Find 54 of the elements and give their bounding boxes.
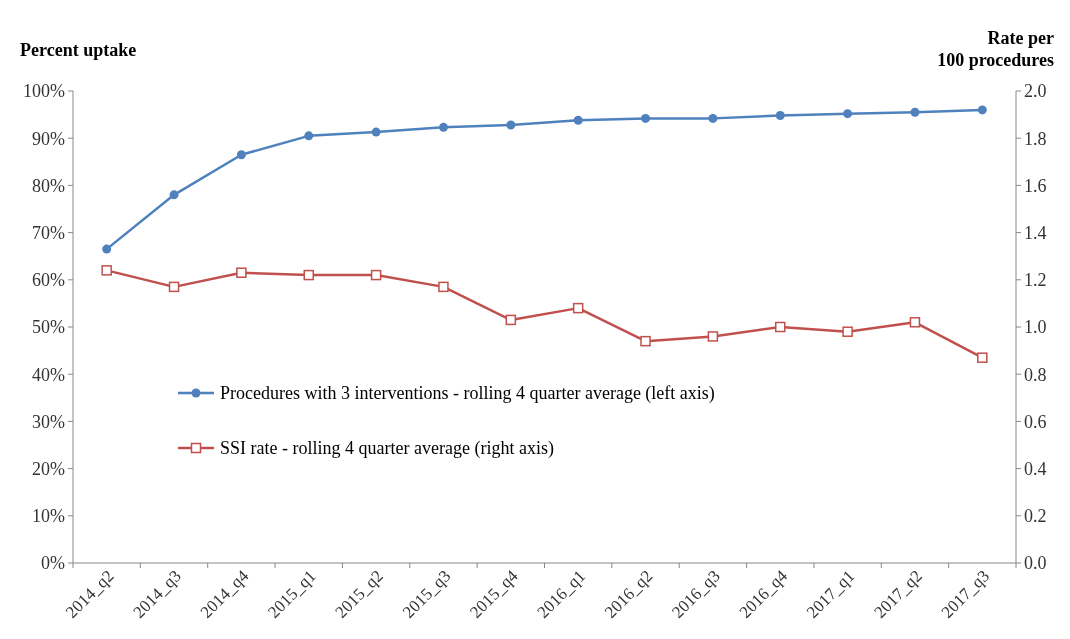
y-tick-label: 90% [32,128,65,149]
point [438,281,449,293]
point [573,115,583,125]
y-tick-label: 0% [41,553,65,574]
y2-tick-label: 1.4 [1024,222,1047,243]
y-tick-label: 80% [32,175,65,196]
point [843,109,853,119]
point [572,302,584,314]
y2-tick-label: 0.2 [1024,506,1047,527]
legend-label: SSI rate - rolling 4 quarter average (right axis) [220,438,554,460]
point [236,267,247,278]
point [505,314,517,326]
point [707,331,719,342]
point [640,335,651,347]
point [304,131,314,141]
point [909,317,921,328]
y2-tick-label: 1.6 [1024,175,1047,196]
legend-label: Procedures with 3 interventions - rolling 4 quarter average (left axis) [220,383,715,405]
y2-tick-label: 0.8 [1024,364,1047,385]
y2-tick-label: 1.2 [1024,270,1047,291]
point [842,326,853,337]
point [775,111,785,121]
y-tick-label: 60% [32,270,65,291]
point [168,281,180,293]
point [977,105,987,115]
y2-axis-title: Rate per 100 procedures [937,28,1054,70]
y-tick-label: 20% [32,458,65,479]
point [775,321,786,333]
y2-tick-label: 1.8 [1024,128,1047,149]
y-tick-label: 50% [32,317,65,338]
y2-tick-label: 1.0 [1024,317,1047,338]
point [708,113,718,123]
y2-tick-label: 0.0 [1024,553,1047,574]
point [641,113,651,123]
point [506,120,516,130]
point [977,352,988,363]
point [169,190,179,200]
y-tick-label: 10% [32,506,65,527]
y-tick-label: 70% [32,222,65,243]
y-tick-label: 100% [23,81,65,102]
y-tick-label: 40% [32,364,65,385]
y2-tick-label: 0.6 [1024,411,1047,432]
y2-tick-label: 0.4 [1024,458,1047,479]
point [236,150,246,160]
point [370,269,382,281]
y-axis-title: Percent uptake [20,40,137,60]
point [910,107,920,117]
y2-tick-label: 2.0 [1024,81,1047,102]
point [438,122,448,132]
point [102,244,112,254]
point [303,269,314,281]
y-tick-label: 30% [32,411,65,432]
point [101,265,112,276]
point [371,127,381,137]
